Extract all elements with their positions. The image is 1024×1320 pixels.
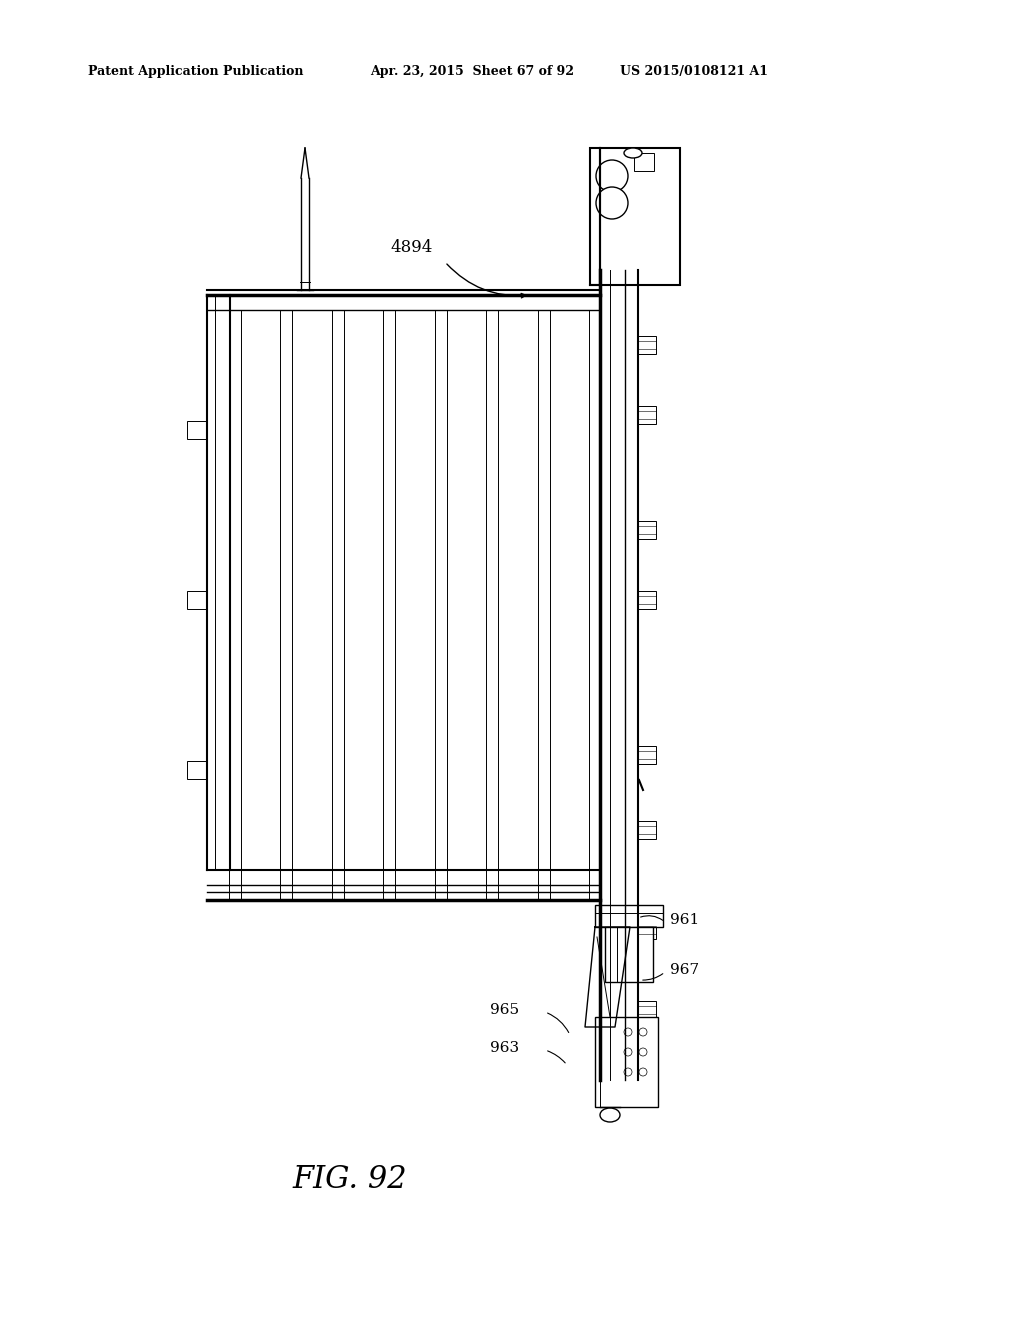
Bar <box>605 927 653 982</box>
Bar <box>638 746 656 764</box>
Bar <box>638 821 656 840</box>
Circle shape <box>624 1068 632 1076</box>
Bar <box>638 921 656 939</box>
Circle shape <box>639 1068 647 1076</box>
Bar <box>187 762 207 779</box>
Text: US 2015/0108121 A1: US 2015/0108121 A1 <box>620 66 768 78</box>
Bar <box>595 1016 658 1107</box>
FancyArrowPatch shape <box>641 916 663 920</box>
Bar <box>634 153 654 172</box>
Circle shape <box>596 187 628 219</box>
Text: Apr. 23, 2015  Sheet 67 of 92: Apr. 23, 2015 Sheet 67 of 92 <box>370 66 574 78</box>
Circle shape <box>624 1028 632 1036</box>
Text: 965: 965 <box>490 1003 519 1016</box>
Text: 967: 967 <box>670 964 699 977</box>
Bar <box>638 1001 656 1019</box>
Text: FIG. 92: FIG. 92 <box>293 1164 408 1196</box>
Circle shape <box>624 1048 632 1056</box>
Bar <box>638 337 656 354</box>
FancyArrowPatch shape <box>643 974 663 979</box>
Text: 963: 963 <box>490 1041 519 1055</box>
Bar <box>638 407 656 424</box>
Circle shape <box>639 1028 647 1036</box>
Ellipse shape <box>624 148 642 158</box>
FancyArrowPatch shape <box>548 1012 568 1032</box>
Bar <box>187 421 207 440</box>
Bar <box>590 148 680 285</box>
Bar <box>638 591 656 609</box>
Circle shape <box>639 1048 647 1056</box>
Text: 961: 961 <box>670 913 699 927</box>
Bar <box>595 906 663 927</box>
Circle shape <box>596 160 628 191</box>
Bar <box>638 521 656 539</box>
Bar <box>187 591 207 609</box>
Ellipse shape <box>600 1107 620 1122</box>
FancyArrowPatch shape <box>446 264 525 298</box>
Text: 4894: 4894 <box>390 239 432 256</box>
FancyArrowPatch shape <box>548 1051 565 1063</box>
Text: Patent Application Publication: Patent Application Publication <box>88 66 303 78</box>
